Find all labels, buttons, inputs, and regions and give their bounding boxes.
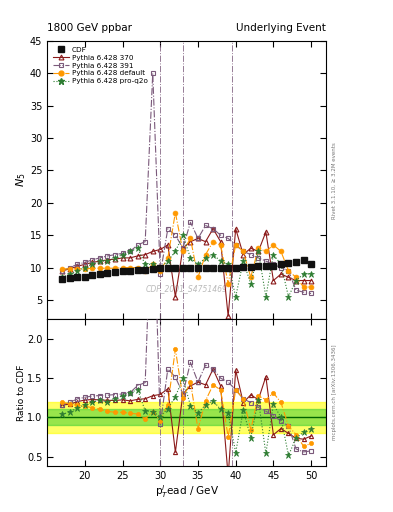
Text: Rivet 3.1.10, ≥ 3.2M events: Rivet 3.1.10, ≥ 3.2M events: [332, 142, 337, 219]
Y-axis label: $N_{5}$: $N_{5}$: [15, 173, 28, 187]
Y-axis label: Ratio to CDF: Ratio to CDF: [17, 365, 26, 421]
Text: mcplots.cern.ch [arXiv:1306.3436]: mcplots.cern.ch [arXiv:1306.3436]: [332, 345, 337, 440]
Text: 1800 GeV ppbar: 1800 GeV ppbar: [47, 23, 132, 33]
Text: CDF_2001_S4751469: CDF_2001_S4751469: [146, 285, 228, 293]
X-axis label: p$_{T}^{l}$ead / GeV: p$_{T}^{l}$ead / GeV: [154, 483, 219, 500]
Legend: CDF, Pythia 6.428 370, Pythia 6.428 391, Pythia 6.428 default, Pythia 6.428 pro-: CDF, Pythia 6.428 370, Pythia 6.428 391,…: [51, 45, 150, 87]
Text: Underlying Event: Underlying Event: [236, 23, 326, 33]
